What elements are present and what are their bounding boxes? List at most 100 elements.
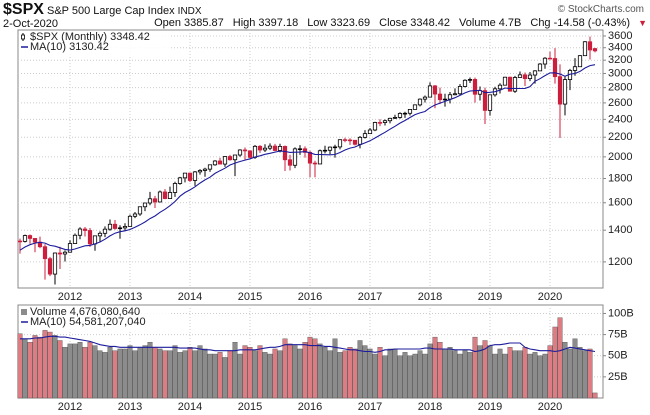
volume-bar — [122, 348, 128, 399]
volume-bar — [272, 348, 278, 399]
volume-bar — [82, 347, 88, 399]
volume-bar — [582, 350, 588, 399]
volume-bar — [237, 353, 243, 399]
volume-bar — [462, 350, 468, 399]
volume-bar — [337, 352, 343, 399]
candle-body — [52, 252, 58, 275]
candle-body — [152, 198, 158, 203]
volume-bar — [17, 333, 23, 399]
volume-bar — [347, 347, 353, 399]
x-tick-label: 2018 — [418, 291, 442, 303]
volume-bar — [212, 353, 218, 399]
volume-bar — [562, 342, 568, 399]
candle-body — [32, 238, 38, 243]
volume-bar — [477, 345, 483, 399]
quote-value: 3385.87 — [184, 17, 224, 29]
x-tick-label: 2020 — [538, 401, 562, 413]
candle-body — [192, 171, 198, 181]
candle-body — [577, 55, 583, 68]
candle-body — [342, 139, 348, 141]
x-tick-label: 2017 — [358, 291, 382, 303]
quote-value: 4.7B — [498, 17, 522, 29]
quote: Open 3385.87 High 3397.18 Low 3323.69 Close 334… — [151, 17, 636, 29]
candle-body — [462, 79, 468, 87]
candle-body — [527, 74, 533, 80]
candle-body — [277, 146, 283, 151]
y-tick-label: 25B — [608, 371, 628, 383]
candle-body — [217, 160, 223, 165]
candle-body — [62, 251, 68, 255]
volume-bar — [327, 350, 333, 399]
volume-bar — [512, 350, 518, 399]
candle-body — [257, 145, 263, 151]
candle-body — [397, 113, 403, 118]
candle-body — [97, 232, 103, 237]
y-tick-label: 2600 — [608, 97, 632, 109]
candle-body — [592, 48, 598, 52]
volume-bar — [527, 353, 533, 399]
candle-body — [487, 94, 493, 111]
candle-body — [227, 156, 233, 161]
volume-bar — [292, 345, 298, 399]
candle-body — [432, 85, 438, 95]
candle-body — [197, 170, 203, 173]
candle-body — [547, 57, 553, 60]
candle-body — [572, 66, 578, 71]
x-tick-label: 2019 — [478, 401, 502, 413]
y-tick-label: 100B — [608, 307, 634, 319]
candle-body — [57, 252, 63, 255]
candle-body — [382, 120, 388, 123]
volume-bar — [307, 336, 313, 399]
candle-body — [202, 168, 208, 171]
candle-body — [517, 74, 523, 78]
quote-label: High — [232, 17, 256, 29]
volume-bar — [302, 342, 308, 399]
candle-body — [407, 109, 413, 114]
ma-line — [19, 64, 596, 251]
candle-body — [502, 76, 508, 86]
candle-body — [167, 192, 173, 199]
candle-body — [72, 234, 78, 244]
volume-bar — [507, 347, 513, 399]
candle-body — [532, 70, 538, 76]
candle-body — [47, 258, 53, 275]
candle-body — [307, 151, 313, 164]
volume-bar — [457, 353, 463, 399]
volume-bar — [382, 355, 388, 399]
volume-bar — [437, 342, 443, 399]
volume-bar — [377, 347, 383, 399]
quote-label: Open — [154, 17, 182, 29]
volume-bar — [397, 355, 403, 399]
legend-bg — [20, 31, 170, 55]
volume-bar — [117, 348, 123, 399]
volume-bar — [407, 355, 413, 399]
candle-body — [87, 230, 93, 245]
volume-bar — [247, 347, 253, 399]
candle-body — [557, 76, 563, 105]
y-tick-label: 50B — [608, 350, 628, 362]
candle-body — [582, 41, 588, 57]
volume-bar — [72, 343, 78, 399]
volume-bar — [267, 353, 273, 399]
y-tick-label: 2400 — [608, 113, 632, 125]
candle-body — [182, 172, 188, 179]
volume-bar — [157, 348, 163, 399]
volume-bar — [147, 342, 153, 399]
x-tick-label: 2012 — [58, 291, 82, 303]
exchange: INDX — [177, 6, 202, 17]
candle-body — [147, 198, 153, 204]
y-tick-label: 2800 — [608, 82, 632, 94]
volume-bar — [447, 347, 453, 399]
volume-bar — [547, 345, 553, 399]
candle-body — [322, 149, 328, 152]
volume-bar — [232, 342, 238, 399]
candle-body — [562, 79, 568, 105]
volume-bar — [187, 347, 193, 399]
volume-bar — [22, 338, 28, 399]
volume-bar — [332, 338, 338, 399]
candle-body — [297, 148, 303, 150]
volume-bar — [182, 350, 188, 399]
candle-body — [157, 191, 163, 203]
y-tick-label: 3000 — [608, 67, 632, 79]
ma-line — [20, 335, 596, 353]
